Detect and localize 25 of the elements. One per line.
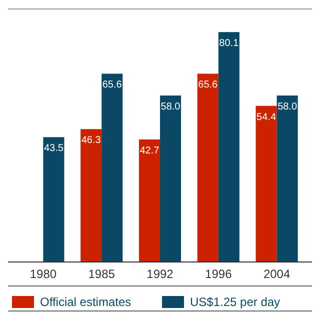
x-tick-label: 2004 [263, 267, 290, 281]
bar [276, 96, 298, 262]
bar [102, 74, 123, 262]
bar [160, 96, 182, 262]
data-label: 43.5 [44, 143, 64, 154]
bar [138, 139, 160, 262]
x-tick-label: 1992 [146, 267, 174, 281]
data-label: 58.0 [278, 102, 298, 113]
data-label: 58.0 [160, 102, 181, 113]
bar [256, 106, 277, 262]
data-label: 65.6 [198, 80, 218, 91]
legend-label: US$1.25 per day [190, 295, 280, 309]
x-tick-label: 1985 [88, 267, 116, 281]
data-label: 46.3 [81, 135, 102, 146]
x-tick-label: 1996 [205, 267, 232, 281]
data-label: 80.1 [219, 38, 240, 50]
data-label: 65.6 [102, 80, 122, 91]
data-label: 54.4 [256, 112, 276, 123]
bar [197, 74, 218, 262]
bar [80, 129, 102, 262]
data-label: 42.7 [140, 145, 160, 156]
bar [43, 137, 64, 262]
legend-label: Official estimates [40, 295, 132, 309]
x-tick-label: 1980 [30, 267, 57, 281]
bar [218, 32, 240, 262]
